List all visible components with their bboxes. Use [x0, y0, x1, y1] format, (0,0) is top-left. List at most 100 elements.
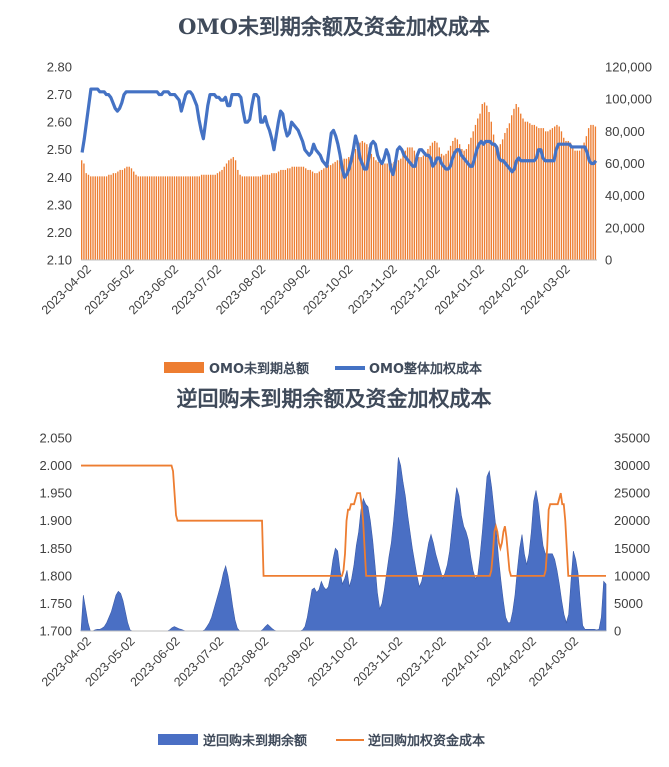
- bar: [531, 124, 533, 261]
- right-tick-label: 100,000: [605, 92, 652, 107]
- bar: [506, 128, 508, 260]
- bar: [137, 176, 139, 260]
- bar: [171, 176, 173, 260]
- bar: [547, 131, 549, 260]
- bar: [572, 147, 574, 260]
- legend-swatch-area: [158, 734, 198, 745]
- bar: [248, 176, 250, 260]
- bar: [216, 173, 219, 260]
- line-path: [80, 87, 598, 179]
- bar: [214, 174, 216, 260]
- bar: [148, 176, 151, 260]
- bar: [501, 139, 504, 261]
- bar: [345, 158, 348, 260]
- bar: [259, 176, 262, 260]
- bar: [327, 165, 330, 260]
- x-axis-ticks: 2023-04-022023-05-022023-06-022023-07-02…: [39, 262, 573, 317]
- bar: [524, 121, 526, 261]
- bar-series-omo-balance: [81, 102, 597, 261]
- bar: [515, 103, 517, 261]
- bar: [465, 149, 468, 260]
- bar: [309, 169, 311, 260]
- bar: [126, 166, 128, 260]
- bar: [114, 173, 117, 260]
- right-tick-label: 20,000: [605, 220, 645, 235]
- bar: [155, 176, 158, 260]
- x-axis-ticks: 2023-04-022023-05-022023-06-022023-07-02…: [39, 634, 581, 689]
- bar: [431, 142, 434, 260]
- left-tick-label: 2.50: [47, 142, 72, 157]
- left-tick-label: 2.40: [47, 170, 72, 185]
- bar: [320, 169, 323, 260]
- bar: [200, 174, 203, 260]
- bar: [458, 144, 461, 260]
- bar: [520, 113, 522, 260]
- bar: [447, 150, 449, 260]
- right-tick-label: 20000: [614, 513, 650, 528]
- bar: [461, 149, 463, 260]
- right-tick-label: 10000: [614, 568, 650, 583]
- bar: [434, 140, 436, 260]
- bar: [198, 176, 201, 260]
- bar: [139, 176, 142, 260]
- bar: [404, 150, 406, 260]
- bar: [323, 168, 325, 260]
- bar: [563, 137, 565, 260]
- bar: [268, 174, 271, 260]
- bar: [305, 168, 307, 260]
- bar: [533, 124, 535, 261]
- legend-swatch-bar: [164, 362, 204, 373]
- right-tick-label: 120,000: [605, 60, 652, 75]
- bar: [526, 121, 529, 261]
- bar: [112, 173, 115, 260]
- bar: [558, 126, 560, 260]
- bar: [85, 173, 87, 260]
- chart-omo: OMO未到期余额及资金加权成本 2.10 2.20 2.30 2.40 2.50 2.60…: [39, 14, 652, 377]
- bar: [495, 144, 497, 260]
- bar: [427, 149, 429, 260]
- bar: [397, 160, 400, 260]
- bar: [101, 176, 103, 260]
- bar: [565, 140, 567, 260]
- right-tick-label: 80,000: [605, 124, 645, 139]
- bar: [282, 169, 284, 260]
- bar: [311, 171, 314, 260]
- bar: [479, 113, 481, 260]
- bar: [508, 123, 511, 260]
- bar: [277, 171, 280, 260]
- bar: [117, 171, 119, 260]
- bar: [219, 171, 221, 260]
- left-tick-label: 2.80: [47, 60, 72, 75]
- bar: [413, 150, 416, 260]
- bar: [203, 174, 205, 260]
- bar: [517, 107, 520, 261]
- line-series-repo-cost: [81, 464, 606, 577]
- bar: [549, 129, 551, 260]
- bar: [542, 128, 545, 260]
- bar: [153, 176, 155, 260]
- left-tick-label: 1.700: [39, 624, 72, 639]
- left-tick-label: 1.850: [39, 541, 72, 556]
- left-tick-label: 2.60: [47, 115, 72, 130]
- right-tick-label: 35000: [614, 431, 650, 446]
- bar: [133, 171, 135, 260]
- bar: [422, 155, 425, 260]
- bar: [221, 169, 223, 260]
- bar: [318, 171, 320, 260]
- bar: [286, 168, 289, 260]
- bar: [370, 153, 373, 260]
- bar: [386, 163, 388, 260]
- bar: [182, 176, 185, 260]
- bar: [264, 174, 266, 260]
- bar: [81, 160, 83, 260]
- bar: [420, 157, 422, 260]
- bar: [130, 168, 133, 260]
- bar: [239, 174, 241, 260]
- bar: [477, 118, 479, 260]
- bar: [289, 168, 291, 260]
- bar: [173, 176, 176, 260]
- bar: [443, 155, 445, 260]
- bar: [352, 152, 354, 260]
- bar: [185, 176, 187, 260]
- bar: [490, 121, 492, 261]
